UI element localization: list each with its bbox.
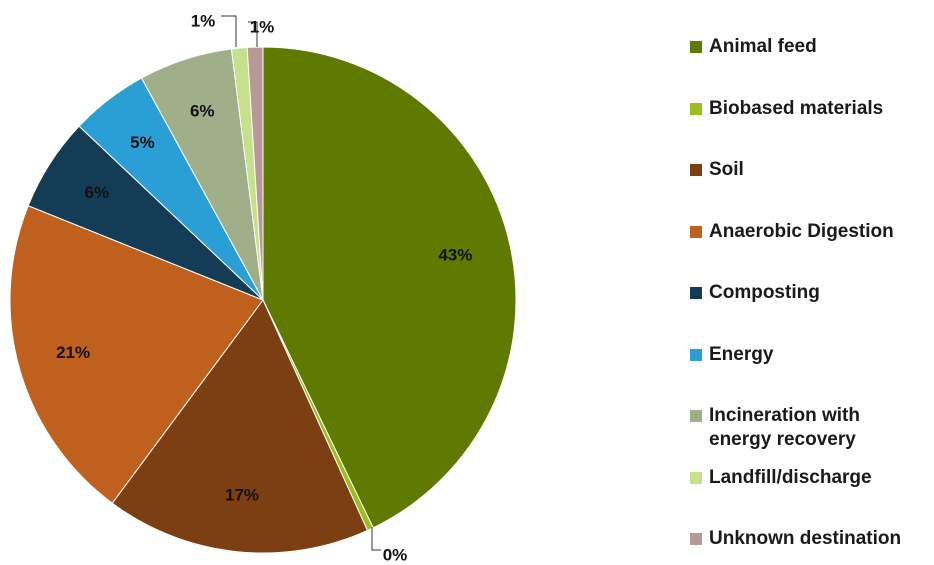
legend-item: Animal feed xyxy=(690,35,924,59)
legend-swatch xyxy=(690,287,702,299)
data-label: 43% xyxy=(438,245,472,264)
data-label: 5% xyxy=(130,133,155,152)
legend-label: Biobased materials xyxy=(709,97,884,119)
data-label: 17% xyxy=(225,486,259,505)
data-label: 0% xyxy=(383,545,408,564)
legend-label: Landfill/discharge xyxy=(709,466,872,488)
legend-swatch xyxy=(690,533,702,545)
pie-slice xyxy=(111,299,369,554)
legend-item: Anaerobic Digestion xyxy=(690,220,924,244)
legend-swatch xyxy=(690,410,702,422)
pie-slice xyxy=(246,46,264,301)
legend-label: Incineration with energy recovery xyxy=(709,405,860,450)
legend-item: Energy xyxy=(690,343,924,367)
legend-label: Soil xyxy=(709,159,744,180)
legend-item: Unknown destination xyxy=(690,527,924,551)
legend-swatch xyxy=(690,164,702,176)
legend-item: Landfill/discharge xyxy=(690,466,924,490)
data-label: 1% xyxy=(191,11,216,30)
chart: 43% 0% 17% 21% 6% 5% 6% 1% 1% xyxy=(9,11,517,564)
legend-swatch xyxy=(690,225,702,238)
legend-label: Composting xyxy=(709,282,820,303)
legend-label: Unknown destination xyxy=(709,528,902,549)
legend-item: Biobased materials xyxy=(690,97,924,121)
legend-swatch xyxy=(690,471,702,484)
legend-label: Animal feed xyxy=(709,36,817,57)
legend-label: Anaerobic Digestion xyxy=(709,220,894,242)
leader-line xyxy=(248,21,258,47)
pie-slice xyxy=(9,205,264,504)
leader-line xyxy=(371,527,381,551)
legend-swatch xyxy=(690,102,702,115)
data-label: 6% xyxy=(85,183,110,202)
legend-item: Soil xyxy=(690,158,924,182)
data-label: 1% xyxy=(250,17,275,36)
legend-swatch xyxy=(690,41,702,53)
legend-item: Incineration with energy recovery xyxy=(690,404,924,452)
data-label: 6% xyxy=(190,102,215,121)
legend-item: Composting xyxy=(690,281,924,305)
pie-slice xyxy=(262,46,517,529)
legend-swatch xyxy=(690,348,702,361)
legend-label: Energy xyxy=(709,343,774,365)
data-label: 21% xyxy=(56,343,90,362)
leader-line xyxy=(221,15,237,47)
